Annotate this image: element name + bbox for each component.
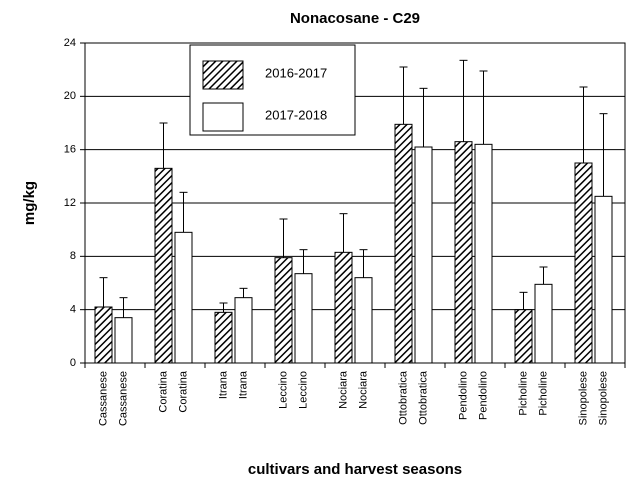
bar: [174, 231, 193, 364]
x-tick-label: Nociara: [357, 370, 369, 409]
bar: [514, 309, 533, 364]
bar: [354, 277, 373, 364]
bar: [474, 143, 493, 364]
legend-label: 2017-2018: [265, 107, 327, 122]
legend-label: 2016-2017: [265, 65, 327, 80]
bar: [594, 195, 613, 364]
bar: [394, 123, 413, 364]
x-tick-label: Pendolino: [457, 371, 469, 420]
x-tick-label: Coratina: [157, 370, 169, 412]
x-tick-label: Coratina: [177, 370, 189, 412]
bar: [574, 162, 593, 364]
y-tick-label: 20: [64, 90, 76, 102]
x-tick-label: Cassanese: [117, 371, 129, 426]
y-tick-label: 8: [70, 250, 76, 262]
y-tick-label: 24: [64, 37, 76, 49]
x-tick-label: Ottobratica: [397, 370, 409, 425]
y-tick-label: 0: [70, 357, 76, 369]
x-tick-label: Leccino: [297, 371, 309, 409]
x-tick-label: Itrana: [237, 370, 249, 399]
bar: [534, 283, 553, 364]
x-tick-label: Sinopolese: [577, 371, 589, 425]
bar: [234, 297, 253, 364]
x-tick-label: Cassanese: [97, 371, 109, 426]
bar: [294, 273, 313, 364]
bar: [274, 257, 293, 364]
x-tick-label: Pendolino: [477, 371, 489, 420]
y-tick-label: 4: [70, 304, 76, 316]
x-axis-label: cultivars and harvest seasons: [248, 461, 462, 478]
bar: [214, 311, 233, 364]
bar: [414, 146, 433, 364]
bar: [114, 317, 133, 364]
bar: [334, 251, 353, 364]
bar: [94, 306, 113, 364]
x-tick-label: Picholine: [537, 371, 549, 416]
y-tick-label: 12: [64, 197, 76, 209]
x-tick-label: Nociara: [337, 370, 349, 409]
y-axis-label: mg/kg: [21, 181, 38, 225]
legend-swatch: [202, 60, 244, 90]
x-tick-label: Picholine: [517, 371, 529, 416]
x-tick-label: Ottobratica: [417, 370, 429, 425]
x-tick-label: Leccino: [277, 371, 289, 409]
bar: [454, 141, 473, 364]
bar: [154, 167, 173, 364]
chart-title: Nonacosane - C29: [290, 10, 420, 27]
x-tick-label: Itrana: [217, 370, 229, 399]
y-tick-label: 16: [64, 144, 76, 156]
legend-swatch: [202, 102, 244, 132]
x-tick-label: Sinopolese: [597, 371, 609, 425]
